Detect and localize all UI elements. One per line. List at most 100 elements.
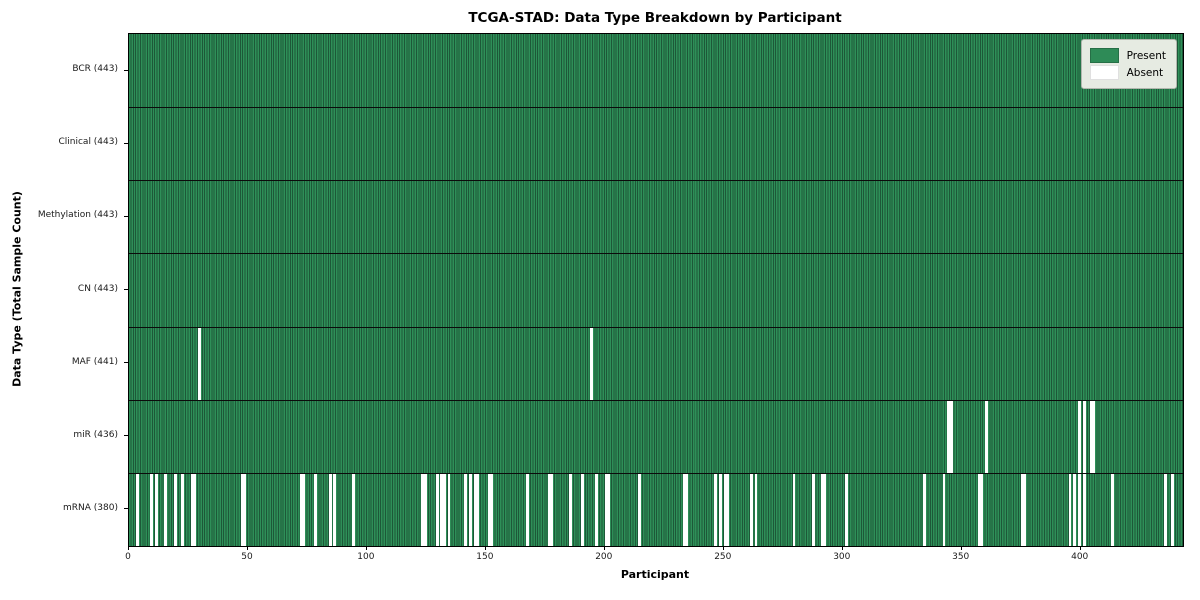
absent-line [314, 472, 318, 546]
absent-line [1163, 472, 1167, 546]
y-tick-mark [124, 289, 128, 290]
absent-line [181, 472, 184, 546]
absent-line [197, 326, 201, 400]
absent-line [947, 399, 951, 473]
x-tick-mark [1079, 546, 1081, 550]
x-axis-label: Participant [620, 568, 690, 581]
y-tick-label: CN (443) [77, 283, 118, 294]
x-tick-mark [603, 546, 605, 550]
y-tick-mark [124, 142, 128, 144]
absent-line [421, 472, 425, 546]
absent-line [1082, 472, 1086, 546]
absent-line [725, 472, 729, 546]
present-swatch-icon [1089, 48, 1119, 63]
legend-item-present: Present [1089, 48, 1166, 63]
plot-area: Present Absent [128, 33, 1184, 547]
absent-line [464, 472, 468, 546]
absent-line [942, 472, 946, 546]
absent-swatch-icon [1089, 65, 1119, 80]
y-tick-mark [124, 435, 128, 437]
y-tick-label: MAF (441) [71, 356, 118, 367]
absent-line [423, 472, 427, 546]
y-tick-mark [124, 362, 128, 364]
x-tick-label: 0 [125, 552, 131, 562]
absent-line [749, 472, 753, 546]
absent-line [490, 472, 494, 546]
x-tick-label: 350 [952, 552, 970, 562]
absent-line [1068, 472, 1072, 546]
absent-line [792, 472, 796, 546]
absent-line [685, 472, 689, 546]
absent-line [754, 472, 758, 546]
absent-line [164, 472, 168, 546]
absent-line [590, 326, 594, 400]
absent-line [469, 472, 472, 546]
absent-line [174, 472, 177, 546]
absent-line [949, 399, 953, 473]
heatmap-row-mrna [129, 472, 1183, 546]
x-tick-mark [960, 546, 962, 550]
absent-line [714, 472, 717, 546]
absent-line [978, 472, 982, 546]
y-tick-label: Clinical (443) [58, 137, 118, 148]
x-tick-mark [365, 546, 367, 550]
absent-line [980, 472, 984, 546]
chart-title: TCGA-STAD: Data Type Breakdown by Partic… [468, 10, 842, 26]
absent-line [150, 472, 154, 546]
x-tick-label: 50 [241, 552, 253, 562]
absent-line [1092, 399, 1096, 473]
absent-line [607, 472, 610, 546]
absent-line [985, 399, 989, 473]
x-tick-mark [247, 546, 248, 550]
row-separator [129, 399, 1183, 401]
absent-line [923, 472, 927, 546]
absent-line [243, 472, 246, 546]
absent-line [1073, 472, 1077, 546]
absent-line [823, 472, 827, 546]
y-tick-label: Methylation (443) [37, 210, 118, 221]
y-tick-label: mRNA (380) [63, 502, 118, 513]
absent-line [1021, 472, 1024, 546]
x-tick-mark [128, 546, 129, 550]
x-tick-label: 200 [595, 552, 613, 562]
absent-line [1078, 399, 1081, 473]
x-tick-label: 400 [1071, 552, 1089, 562]
absent-line [637, 472, 641, 546]
absent-line [549, 472, 553, 546]
x-tick-mark [841, 546, 843, 550]
absent-line [595, 472, 598, 546]
absent-line [723, 472, 727, 546]
x-tick-label: 100 [357, 552, 375, 562]
y-tick-mark [124, 508, 128, 510]
row-separator [129, 472, 1183, 474]
y-tick-label: BCR (443) [72, 64, 118, 75]
row-separator [129, 253, 1183, 255]
absent-line [476, 472, 480, 546]
heatmap-row-methylation [129, 180, 1183, 254]
absent-line [193, 472, 196, 546]
row-separator [129, 326, 1183, 328]
heatmap-row-cn [129, 253, 1183, 327]
absent-line [447, 472, 451, 546]
absent-line [302, 472, 306, 546]
absent-line [568, 472, 572, 546]
x-tick-label: 300 [833, 552, 851, 562]
absent-line [328, 472, 332, 546]
absent-line [1082, 399, 1086, 473]
legend-present-label: Present [1126, 49, 1166, 62]
absent-line [488, 472, 491, 546]
absent-line [135, 472, 139, 546]
absent-line [811, 472, 815, 546]
heatmap-row-mir [129, 399, 1183, 473]
x-tick-mark [484, 546, 486, 550]
absent-line [683, 472, 687, 546]
x-tick-label: 150 [476, 552, 494, 562]
absent-line [821, 472, 825, 546]
absent-line [154, 472, 158, 546]
x-tick-mark [722, 546, 724, 550]
absent-line [333, 472, 337, 546]
y-tick-label: miR (436) [73, 429, 118, 440]
row-separator [129, 180, 1183, 182]
absent-line [1090, 399, 1093, 473]
